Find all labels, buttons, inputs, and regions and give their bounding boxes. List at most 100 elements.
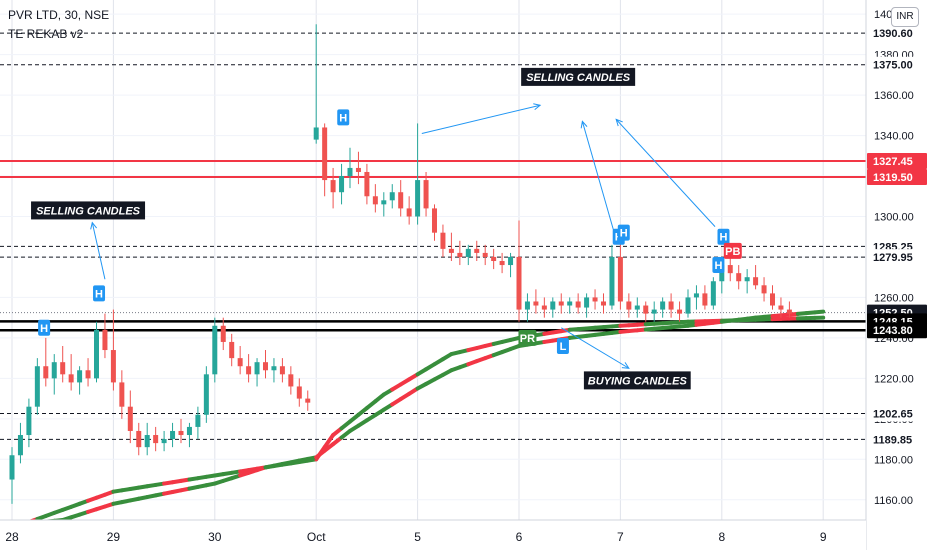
price-tick-label: 1360.00: [874, 90, 914, 102]
level-price-tag: [867, 431, 927, 448]
arrow-head: [621, 362, 630, 369]
arrow-line: [421, 104, 541, 135]
candle-body: [178, 430, 184, 436]
candle-body: [778, 305, 784, 310]
candle: [195, 406, 201, 440]
time-tick-label: 5: [414, 530, 421, 544]
candle-body: [9, 455, 15, 480]
level-price-tag: [867, 152, 927, 169]
candle: [440, 224, 446, 257]
candle-body: [474, 248, 480, 253]
candle: [389, 184, 395, 209]
candle: [668, 293, 674, 318]
candle-body: [110, 350, 116, 383]
candle: [136, 422, 142, 456]
indicator-title: TE REKAB v2: [8, 27, 84, 41]
signal-marker-badge: [38, 319, 51, 336]
candle-body: [440, 232, 446, 249]
signal-markers: HHHHHHHPBPRL: [38, 109, 742, 354]
candle: [305, 390, 311, 411]
annotations: SELLING CANDLES SELLING CANDLES BUYING CAN…: [31, 67, 691, 390]
candle: [9, 447, 15, 504]
candle: [693, 285, 699, 310]
annotation-box: [521, 67, 636, 86]
candle: [161, 430, 167, 452]
candle: [60, 345, 66, 383]
candle: [736, 265, 742, 290]
annotation-arrows: [90, 103, 716, 369]
candle-body: [322, 127, 328, 181]
candle-body: [651, 309, 657, 314]
candle-body: [237, 358, 243, 367]
candle: [508, 252, 514, 278]
candle-body: [136, 430, 142, 448]
candle-body: [499, 261, 505, 266]
candle-body: [398, 192, 404, 209]
arrow-head: [90, 221, 98, 230]
candle: [170, 422, 176, 448]
candle: [710, 277, 716, 310]
signal-marker-label: H: [720, 232, 728, 244]
candle-body: [127, 406, 133, 431]
level-price-tag: [867, 169, 927, 186]
level-price-tag: [867, 405, 927, 422]
currency-badge[interactable]: INR: [891, 7, 919, 27]
candle: [68, 354, 74, 391]
candle: [626, 293, 632, 318]
candle: [364, 163, 370, 205]
candle: [465, 244, 471, 266]
candle-body: [186, 426, 192, 436]
candle: [432, 204, 437, 241]
candle-body: [736, 273, 742, 282]
candle: [753, 265, 759, 290]
price-tick-label: 1260.00: [874, 292, 914, 304]
signal-marker-label: PR: [520, 333, 535, 345]
candle: [516, 220, 522, 322]
candle-body: [330, 180, 336, 193]
candle-body: [508, 256, 514, 266]
price-axis-background: [866, 0, 932, 550]
annotation-label: SELLING CANDLES: [526, 72, 631, 84]
candle-body: [727, 265, 733, 274]
level-price-tag: [867, 249, 927, 266]
candle: [263, 350, 268, 379]
candle-body: [702, 293, 708, 306]
candle-body: [43, 366, 49, 379]
signal-marker-label: H: [339, 112, 347, 124]
candle: [770, 285, 775, 310]
signal-marker-label: H: [714, 260, 722, 272]
arrow-head: [615, 118, 623, 127]
level-price-tag: [867, 56, 927, 73]
candle: [296, 378, 302, 407]
level-price-label: 1390.60: [873, 28, 913, 40]
candle: [330, 167, 336, 209]
annotation-box: [583, 371, 691, 390]
candle-body: [617, 256, 623, 302]
candle: [575, 293, 581, 314]
candle-body: [288, 374, 294, 387]
time-axis[interactable]: 28 29 30 Oct 5 6 7 8 9: [0, 519, 866, 550]
candle: [339, 163, 345, 205]
candle: [727, 256, 733, 282]
candle-body: [51, 362, 57, 379]
candle-body: [406, 208, 412, 217]
candle-body: [161, 439, 167, 444]
price-tick-label: 1180.00: [874, 454, 913, 466]
price-axis[interactable]: 1160.001180.001200.001220.001240.001260.…: [865, 0, 932, 550]
candle-body: [415, 180, 421, 217]
candle-body: [296, 386, 302, 399]
candle: [271, 358, 277, 383]
candle-body: [68, 374, 74, 383]
candle: [541, 297, 547, 318]
level-price-label: 1319.50: [873, 172, 913, 184]
candle-body: [516, 256, 522, 310]
candle: [651, 301, 657, 322]
candle: [229, 333, 235, 367]
candle-body: [432, 208, 437, 233]
candle-body: [94, 329, 99, 379]
candle-body: [770, 293, 775, 306]
candle: [786, 301, 792, 318]
candle: [119, 370, 125, 419]
candle-body: [389, 192, 395, 201]
